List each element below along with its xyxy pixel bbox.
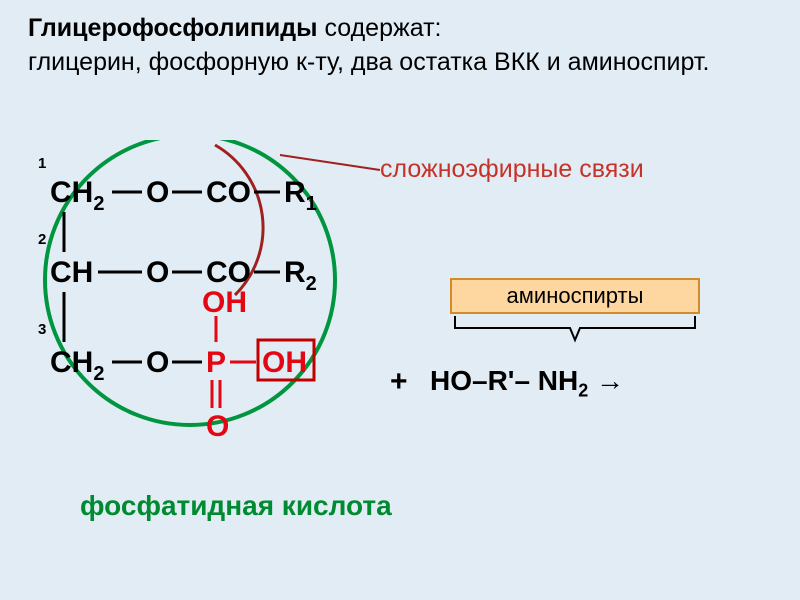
amino-bracket [450,314,700,344]
phosphatidic-acid-label: фосфатидная кислота [80,490,392,522]
plus-sign: + [390,365,408,399]
r2: R2 [284,256,317,295]
o-1: O [146,176,169,209]
header-text: Глицерофосфолипиды содержат: глицерин, ф… [28,12,772,80]
header-line2: глицерин, фосфорную к-ту, два остатка ВК… [28,48,709,76]
chemical-structure: 1 2 3 CH2 O CO R1 CH O CO R2 CH2 O P OH … [20,140,440,500]
phosphorus: P [206,346,226,379]
o-double: O [206,410,229,443]
carbon-num-2: 2 [38,231,46,248]
c2: CH [50,256,93,289]
amino-alcohol-formula: HO–R'– NH2 → [430,365,624,402]
carbon-num-3: 3 [38,321,46,338]
amino-alcohols-box: аминоспирты [450,278,700,314]
title-word: Глицерофосфолипиды [28,14,318,42]
o-2: O [146,256,169,289]
co-2: CO [206,256,251,289]
r1: R1 [284,176,317,215]
carbon-num-1: 1 [38,155,46,172]
c1: CH2 [50,176,104,215]
oh-up: OH [202,286,247,319]
header-rest1: содержат: [318,14,442,42]
ester-connector [280,155,380,170]
oh-right: OH [262,346,307,379]
co-1: CO [206,176,251,209]
c3: CH2 [50,346,104,385]
o-3: O [146,346,169,379]
